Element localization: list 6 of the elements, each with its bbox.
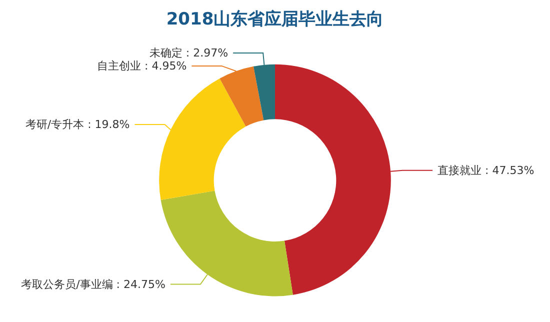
slice-label: 自主创业 : 4.95% <box>97 59 187 72</box>
slice-label: 未确定 : 2.97% <box>149 46 228 60</box>
slice-label: 考研/专升本 : 19.8% <box>25 118 130 132</box>
slice-label: 考取公务员/事业编 : 24.75% <box>21 278 166 291</box>
slice-label: 直接就业 : 47.53% <box>438 164 534 177</box>
chart-title: 2018山东省应届毕业生去向 <box>166 10 384 30</box>
